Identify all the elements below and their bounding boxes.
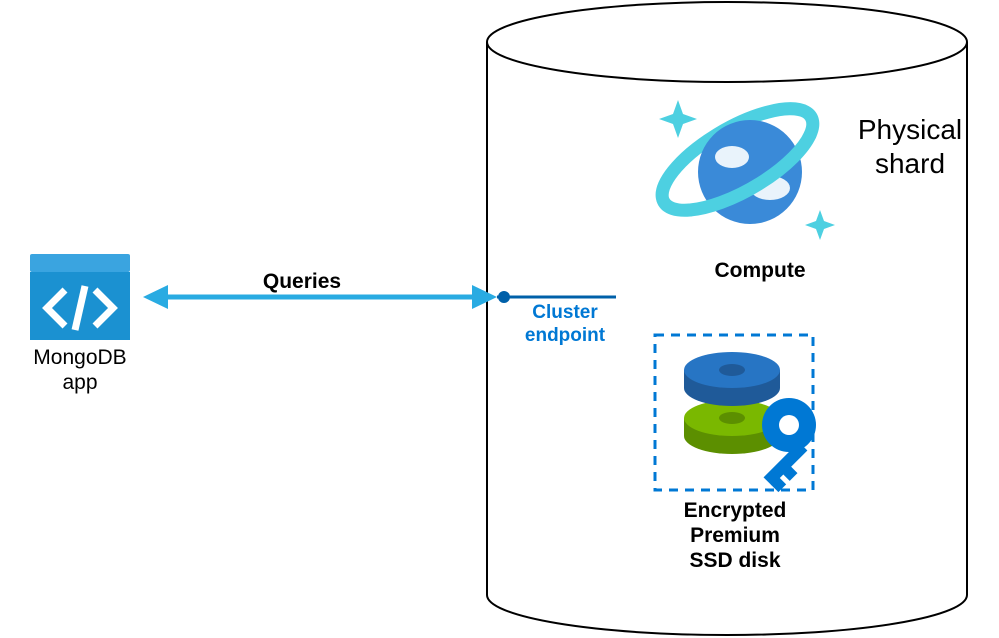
diagram-canvas	[0, 0, 999, 638]
endpoint-label-line2: endpoint	[525, 325, 605, 346]
code-app-icon	[30, 254, 130, 340]
storage-label-line3: SSD disk	[689, 549, 780, 572]
mongodb-app-label: MongoDB app	[10, 345, 150, 395]
app-label-line2: app	[62, 371, 97, 394]
shard-label-line1: Physical	[858, 114, 962, 145]
queries-label: Queries	[238, 269, 366, 294]
shard-label-line2: shard	[875, 148, 945, 179]
storage-label-line1: Encrypted	[684, 499, 787, 522]
physical-shard-label: Physical shard	[830, 113, 990, 180]
cluster-endpoint-label: Cluster endpoint	[505, 302, 625, 348]
endpoint-label-line1: Cluster	[532, 302, 597, 323]
app-label-line1: MongoDB	[33, 346, 126, 369]
compute-label: Compute	[680, 258, 840, 283]
storage-label: Encrypted Premium SSD disk	[655, 498, 815, 574]
storage-label-line2: Premium	[690, 524, 780, 547]
